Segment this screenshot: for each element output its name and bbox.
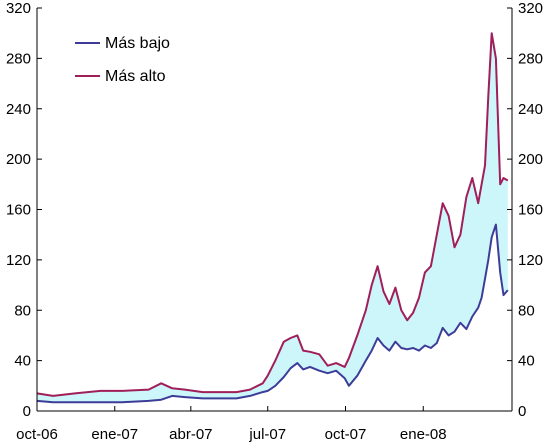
y-tick-label-left: 80 [14,302,31,319]
y-tick-label-right: 240 [518,101,543,118]
y-tick-label-left: 240 [6,101,31,118]
x-tick-label: ene-07 [91,426,138,443]
x-tick-label: abr-07 [169,426,212,443]
y-tick-label-right: 120 [518,252,543,269]
y-tick-label-right: 40 [518,353,535,370]
range-band [37,33,508,403]
x-tick-label: oct-06 [16,426,58,443]
y-tick-label-right: 0 [518,403,526,420]
y-tick-label-left: 320 [6,0,31,17]
legend-label-mas-alto: Más alto [105,68,166,85]
x-tick-label: jul-07 [248,426,286,443]
y-tick-label-left: 120 [6,252,31,269]
x-tick-label: oct-07 [325,426,367,443]
legend-label-mas-bajo: Más bajo [105,35,170,52]
x-tick-label: ene-08 [400,426,447,443]
legend: Más bajo Más alto [75,35,170,85]
y-tick-label-right: 160 [518,202,543,219]
y-tick-label-right: 200 [518,151,543,168]
series-line-mas-bajo [36,223,509,404]
y-tick-label-left: 160 [6,202,31,219]
series-line-mas-alto [36,32,509,397]
tick-layer: 0 0 40 40 80 80 120 120 160 160 200 200 240 240 280 280… [6,0,543,443]
y-tick-label-left: 0 [23,403,31,420]
y-tick-label-right: 80 [518,302,535,319]
y-tick-label-right: 320 [518,0,543,17]
y-tick-label-left: 40 [14,353,31,370]
series-layer [36,32,509,404]
y-tick-label-left: 200 [6,151,31,168]
plot-area [37,33,508,403]
y-tick-label-right: 280 [518,50,543,67]
y-tick-label-left: 280 [6,50,31,67]
